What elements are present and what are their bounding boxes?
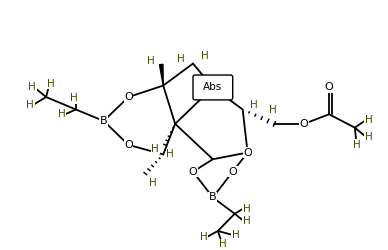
Text: O: O — [300, 119, 308, 129]
Text: O: O — [189, 167, 197, 177]
Text: H: H — [147, 56, 155, 66]
Text: H: H — [149, 178, 157, 188]
Text: H: H — [58, 109, 66, 119]
Text: H: H — [365, 132, 372, 142]
Text: H: H — [70, 93, 78, 103]
Text: H: H — [243, 204, 251, 214]
Text: H: H — [268, 106, 276, 116]
Text: O: O — [124, 92, 133, 102]
FancyBboxPatch shape — [193, 75, 233, 100]
Text: H: H — [47, 79, 55, 89]
Text: H: H — [26, 100, 34, 110]
Text: H: H — [166, 150, 174, 160]
Text: H: H — [250, 100, 258, 110]
Text: O: O — [325, 82, 333, 92]
Text: H: H — [365, 115, 372, 125]
Text: B: B — [209, 192, 217, 202]
Text: H: H — [201, 51, 209, 61]
Polygon shape — [159, 64, 163, 86]
Text: H: H — [200, 232, 208, 242]
Text: H: H — [28, 82, 36, 92]
Text: O: O — [124, 140, 133, 150]
Text: H: H — [219, 239, 227, 249]
Text: O: O — [243, 148, 252, 158]
Text: B: B — [100, 116, 107, 126]
Text: O: O — [229, 167, 237, 177]
Text: H: H — [353, 140, 361, 150]
Text: H: H — [177, 54, 185, 64]
Text: H: H — [232, 230, 239, 240]
Text: H: H — [151, 144, 159, 154]
Text: H: H — [243, 216, 251, 226]
Text: Abs: Abs — [203, 82, 222, 92]
